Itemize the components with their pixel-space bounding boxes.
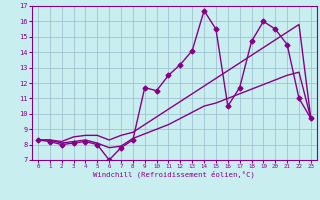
X-axis label: Windchill (Refroidissement éolien,°C): Windchill (Refroidissement éolien,°C) (93, 171, 255, 178)
